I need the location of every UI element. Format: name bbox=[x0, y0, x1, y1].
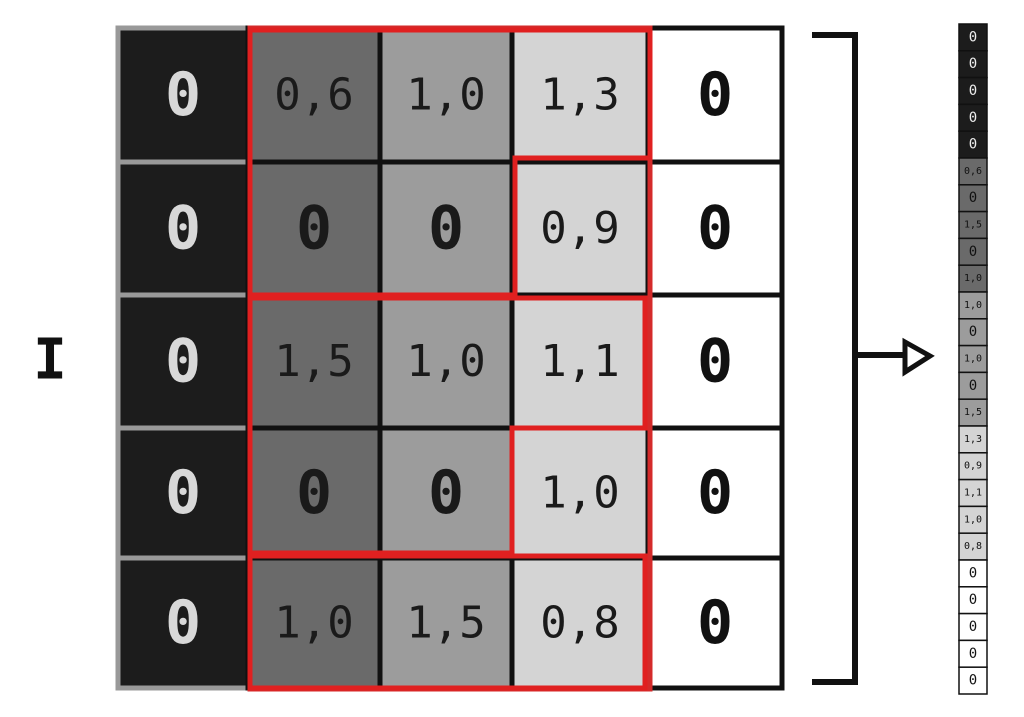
strip-cell bbox=[958, 264, 988, 293]
cell-value: 1,0 bbox=[540, 468, 619, 519]
strip-cell bbox=[958, 371, 988, 400]
cell-value: 1,1 bbox=[540, 336, 619, 387]
strip-cell bbox=[958, 559, 988, 588]
strip-value: 0 bbox=[969, 190, 977, 206]
cell-value: 0 bbox=[697, 588, 733, 658]
cell-value: 0 bbox=[165, 588, 201, 658]
strip-cell bbox=[958, 103, 988, 132]
strip-cell bbox=[958, 157, 988, 186]
cell-value: 0 bbox=[296, 194, 332, 264]
grid-cell bbox=[115, 159, 251, 298]
strip-value: 0 bbox=[969, 378, 977, 394]
grid-cell bbox=[645, 555, 785, 691]
strip-cell bbox=[958, 237, 988, 266]
grid-cell bbox=[115, 555, 251, 691]
strip-cell bbox=[958, 50, 988, 79]
strip-value: 0 bbox=[969, 56, 977, 72]
flattened-strip: 0 0 0 0 0 0,6 0 1,5 0 1,0 1,0 0 1,0 0 1,5 1,3 0,9 1,1 1,0 0… bbox=[958, 23, 988, 695]
cell-value: 0 bbox=[428, 194, 464, 264]
grid-cell bbox=[377, 159, 515, 298]
strip-value: 1,0 bbox=[964, 300, 982, 311]
strip-cell bbox=[958, 291, 988, 320]
strip-value: 1,0 bbox=[964, 273, 982, 284]
strip-value: 1,1 bbox=[964, 488, 982, 499]
cell-value: 1,0 bbox=[406, 336, 485, 387]
strip-value: 0 bbox=[969, 110, 977, 126]
grid: 0 0,6 1,0 1,3 0 0 0 0 0,9 0 0 1,5 1,0 1,1 0 0 0 0 1,0 0 0 1,0… bbox=[115, 25, 785, 691]
strip-value: 0 bbox=[969, 565, 977, 581]
cell-value: 0 bbox=[296, 458, 332, 528]
strip-value: 1,0 bbox=[964, 514, 982, 525]
grid-cell bbox=[509, 425, 651, 561]
strip-cell bbox=[958, 318, 988, 347]
highlight bbox=[247, 25, 653, 692]
cell-value: 1,5 bbox=[406, 598, 485, 649]
grid-cell bbox=[245, 292, 383, 431]
strip-value: 1,3 bbox=[964, 434, 982, 445]
strip-value: 0 bbox=[969, 83, 977, 99]
cell-value: 0 bbox=[697, 60, 733, 130]
arrow-head bbox=[902, 337, 935, 377]
cell-value: 0,8 bbox=[540, 598, 619, 649]
strip-cell bbox=[958, 210, 988, 240]
cell-value: 0 bbox=[697, 194, 733, 264]
input-label: I bbox=[33, 328, 67, 393]
grid-cell bbox=[509, 292, 651, 431]
strip-value: 1,5 bbox=[964, 220, 982, 231]
strip-value: 0 bbox=[969, 29, 977, 45]
strip-value: 0 bbox=[969, 592, 977, 608]
strip-value: 1,5 bbox=[964, 407, 982, 418]
cell-value: 1,0 bbox=[274, 598, 353, 649]
strip-value: 0,6 bbox=[964, 166, 982, 177]
grid-cell bbox=[115, 425, 251, 561]
cell-value: 0 bbox=[165, 60, 201, 130]
strip-value: 0 bbox=[969, 324, 977, 340]
cell-value: 0 bbox=[165, 458, 201, 528]
strip-value: 0 bbox=[969, 137, 977, 153]
strip-value: 0 bbox=[969, 619, 977, 635]
cell-value: 0 bbox=[165, 194, 201, 264]
grid-cell bbox=[645, 425, 785, 561]
strip-value: 0,8 bbox=[964, 541, 982, 552]
strip-cell bbox=[958, 586, 988, 615]
cell-value: 0 bbox=[428, 458, 464, 528]
bracket bbox=[812, 32, 905, 685]
cell-value: 0,9 bbox=[540, 203, 619, 254]
cell-value: 0,6 bbox=[274, 70, 353, 121]
strip-cell bbox=[958, 612, 988, 642]
strip-cell bbox=[958, 666, 988, 695]
strip-value: 0,9 bbox=[964, 461, 982, 472]
strip-cell bbox=[958, 130, 988, 159]
strip-value: 1,0 bbox=[964, 354, 982, 365]
strip-value: 0 bbox=[969, 673, 977, 689]
cell-value: 1,0 bbox=[406, 70, 485, 121]
cell-value: 1,3 bbox=[540, 70, 619, 121]
strip-value: 0 bbox=[969, 646, 977, 662]
cell-value: 1,5 bbox=[274, 336, 353, 387]
strip-value: 0 bbox=[969, 244, 977, 260]
cell-value: 0 bbox=[697, 458, 733, 528]
cell-value: 0 bbox=[697, 327, 733, 397]
cell-value: 0 bbox=[165, 327, 201, 397]
